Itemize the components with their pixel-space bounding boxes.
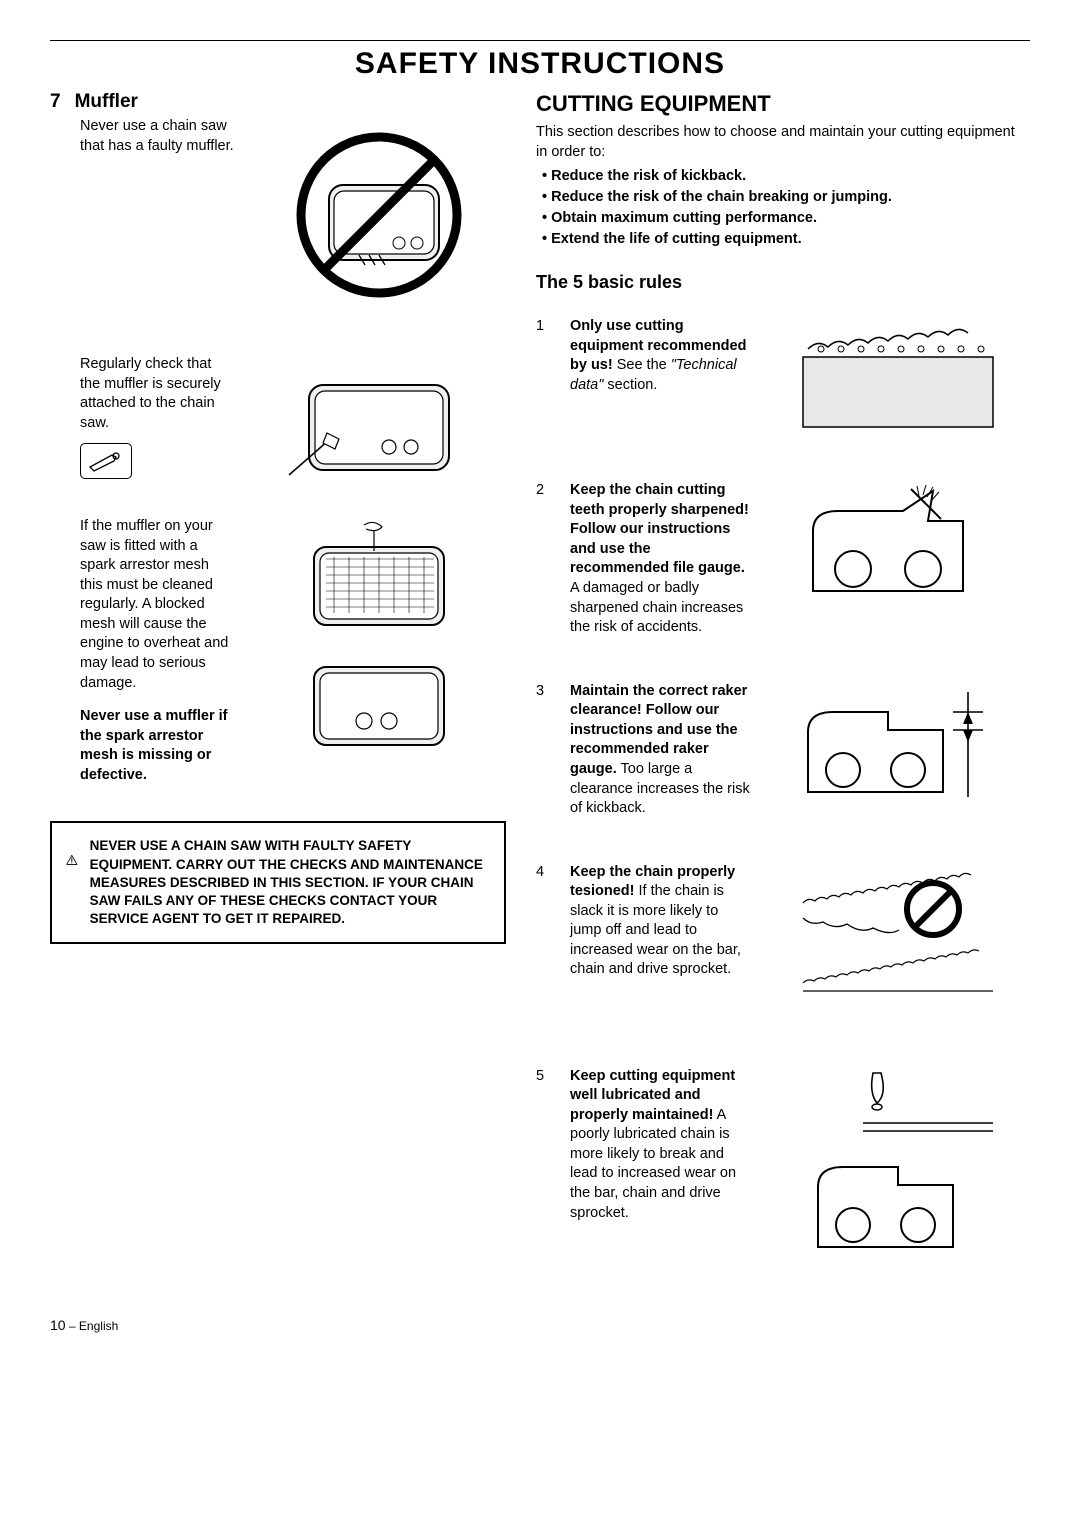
- muffler-block-3: If the muffler on your saw is fitted wit…: [50, 517, 506, 785]
- page-number: 10: [50, 1317, 66, 1333]
- muffler-block-2: Regularly check that the muffler is secu…: [50, 355, 506, 495]
- rule-5-rest: A poorly lubricated chain is more likely…: [570, 1107, 736, 1221]
- bullet-3: Obtain maximum cutting performance.: [542, 208, 1030, 229]
- rule-text-2: Keep the chain cutting teeth properly sh…: [570, 481, 750, 638]
- muffler-p1: Never use a chain saw that has a faulty …: [50, 115, 235, 315]
- rule-text-3: Maintain the correct raker clearance! Fo…: [570, 682, 750, 819]
- rule-row-5: 5 Keep cutting equipment well lubricated…: [536, 1067, 1030, 1257]
- rule-1-rest1: See the: [613, 357, 671, 373]
- rule-num-5: 5: [536, 1067, 554, 1257]
- section-number: 7: [50, 91, 61, 113]
- five-rules-heading: The 5 basic rules: [536, 272, 1030, 293]
- rule-text-5: Keep cutting equipment well lubricated a…: [570, 1067, 750, 1257]
- left-column: 7 Muffler Never use a chain saw that has…: [50, 91, 506, 1257]
- rule-1-illustration: [766, 317, 1030, 437]
- rule-2-illustration: [766, 481, 1030, 638]
- rule-row-2: 2 Keep the chain cutting teeth properly …: [536, 481, 1030, 638]
- footer-lang: – English: [66, 1319, 119, 1333]
- rule-2-rest: A damaged or badly sharpened chain incre…: [570, 580, 743, 635]
- warning-box: NEVER USE A CHAIN SAW WITH FAULTY SAFETY…: [50, 821, 506, 944]
- rule-4-illustration: [766, 863, 1030, 1023]
- wrench-icon: [86, 449, 126, 473]
- rule-row-3: 3 Maintain the correct raker clearance! …: [536, 682, 1030, 819]
- rule-num-3: 3: [536, 682, 554, 819]
- muffler-p4: Never use a muffler if the spark arresto…: [80, 707, 235, 785]
- right-column: CUTTING EQUIPMENT This section describes…: [536, 91, 1030, 1257]
- cutting-intro: This section describes how to choose and…: [536, 123, 1030, 162]
- rule-num-2: 2: [536, 481, 554, 638]
- muffler-p2: Regularly check that the muffler is secu…: [80, 355, 235, 433]
- rule-2-bold: Keep the chain cutting teeth properly sh…: [570, 482, 749, 576]
- section-heading: Muffler: [75, 91, 138, 113]
- cutting-bullet-list: Reduce the risk of kickback. Reduce the …: [542, 166, 1030, 250]
- warning-triangle-icon: [66, 837, 78, 883]
- rule-5-illustration: [766, 1067, 1030, 1257]
- rule-3-illustration: [766, 682, 1030, 819]
- muffler-check-illustration: [253, 355, 506, 495]
- muffler-prohibit-illustration: [253, 115, 506, 315]
- rule-5-bold: Keep cutting equipment well lubricated a…: [570, 1068, 735, 1123]
- muffler-mesh-illustrations: [253, 517, 506, 757]
- rule-num-1: 1: [536, 317, 554, 437]
- muffler-heading-row: 7 Muffler: [50, 91, 506, 113]
- bullet-1: Reduce the risk of kickback.: [542, 166, 1030, 187]
- wrench-icon-box: [80, 443, 132, 479]
- bullet-4: Extend the life of cutting equipment.: [542, 229, 1030, 250]
- warning-text: NEVER USE A CHAIN SAW WITH FAULTY SAFETY…: [90, 837, 490, 928]
- bullet-2: Reduce the risk of the chain breaking or…: [542, 187, 1030, 208]
- muffler-block-1: Never use a chain saw that has a faulty …: [50, 115, 506, 315]
- rule-row-4: 4 Keep the chain properly tesioned! If t…: [536, 863, 1030, 1023]
- rule-text-1: Only use cutting equipment recommended b…: [570, 317, 750, 437]
- top-rule: [50, 40, 1030, 41]
- rule-row-1: 1 Only use cutting equipment recommended…: [536, 317, 1030, 437]
- rule-num-4: 4: [536, 863, 554, 1023]
- rule-text-4: Keep the chain properly tesioned! If the…: [570, 863, 750, 1023]
- rule-1-rest2: section.: [603, 377, 657, 393]
- two-column-layout: 7 Muffler Never use a chain saw that has…: [50, 91, 1030, 1257]
- muffler-p3: If the muffler on your saw is fitted wit…: [80, 517, 235, 693]
- page-title: SAFETY INSTRUCTIONS: [50, 47, 1030, 81]
- cutting-equipment-heading: CUTTING EQUIPMENT: [536, 91, 1030, 117]
- page-footer: 10 – English: [50, 1317, 1030, 1333]
